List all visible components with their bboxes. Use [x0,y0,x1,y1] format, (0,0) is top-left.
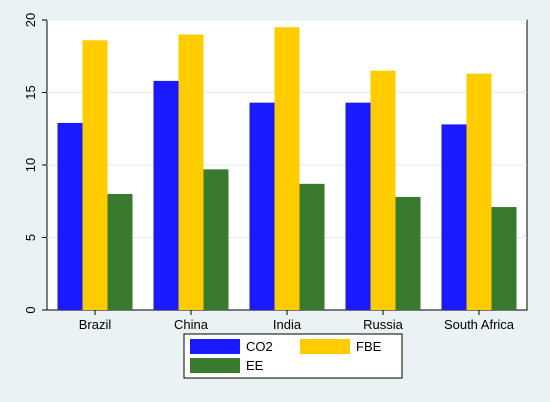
bar-fbe-brazil [82,40,108,311]
y-axis: 0 5 10 15 20 [23,13,47,314]
bar-co2-south-africa [441,124,467,311]
bar-co2-china [153,80,179,311]
legend-label-ee: EE [246,358,264,373]
bar-ee-india [299,183,325,310]
x-axis: Brazil China India Russia South Africa [79,310,515,332]
legend: CO2 FBE EE [183,333,403,379]
bar-fbe-russia [370,70,396,310]
legend-label-co2: CO2 [246,339,273,354]
y-tick-label: 0 [23,306,38,313]
x-tick-label: Russia [363,317,404,332]
bar-fbe-india [274,27,300,310]
x-tick-label: China [174,317,209,332]
bar-ee-south-africa [491,207,517,310]
y-tick-label: 20 [23,13,38,27]
y-tick-label: 10 [23,158,38,172]
y-tick-label: 15 [23,85,38,99]
legend-swatch-fbe [300,339,350,354]
bar-fbe-china [178,34,204,310]
bar-fbe-south-africa [466,73,492,311]
bar-co2-brazil [57,122,83,310]
bar-ee-russia [395,196,421,310]
bar-co2-russia [345,102,371,311]
bar-co2-india [249,102,275,311]
bar-ee-china [203,169,229,310]
legend-label-fbe: FBE [356,339,382,354]
x-tick-label: Brazil [79,317,112,332]
bars [57,27,517,311]
bar-ee-brazil [107,194,133,310]
legend-swatch-ee [190,358,240,373]
x-tick-label: India [273,317,302,332]
x-tick-label: South Africa [444,317,515,332]
y-tick-label: 5 [23,234,38,241]
legend-swatch-co2 [190,339,240,354]
